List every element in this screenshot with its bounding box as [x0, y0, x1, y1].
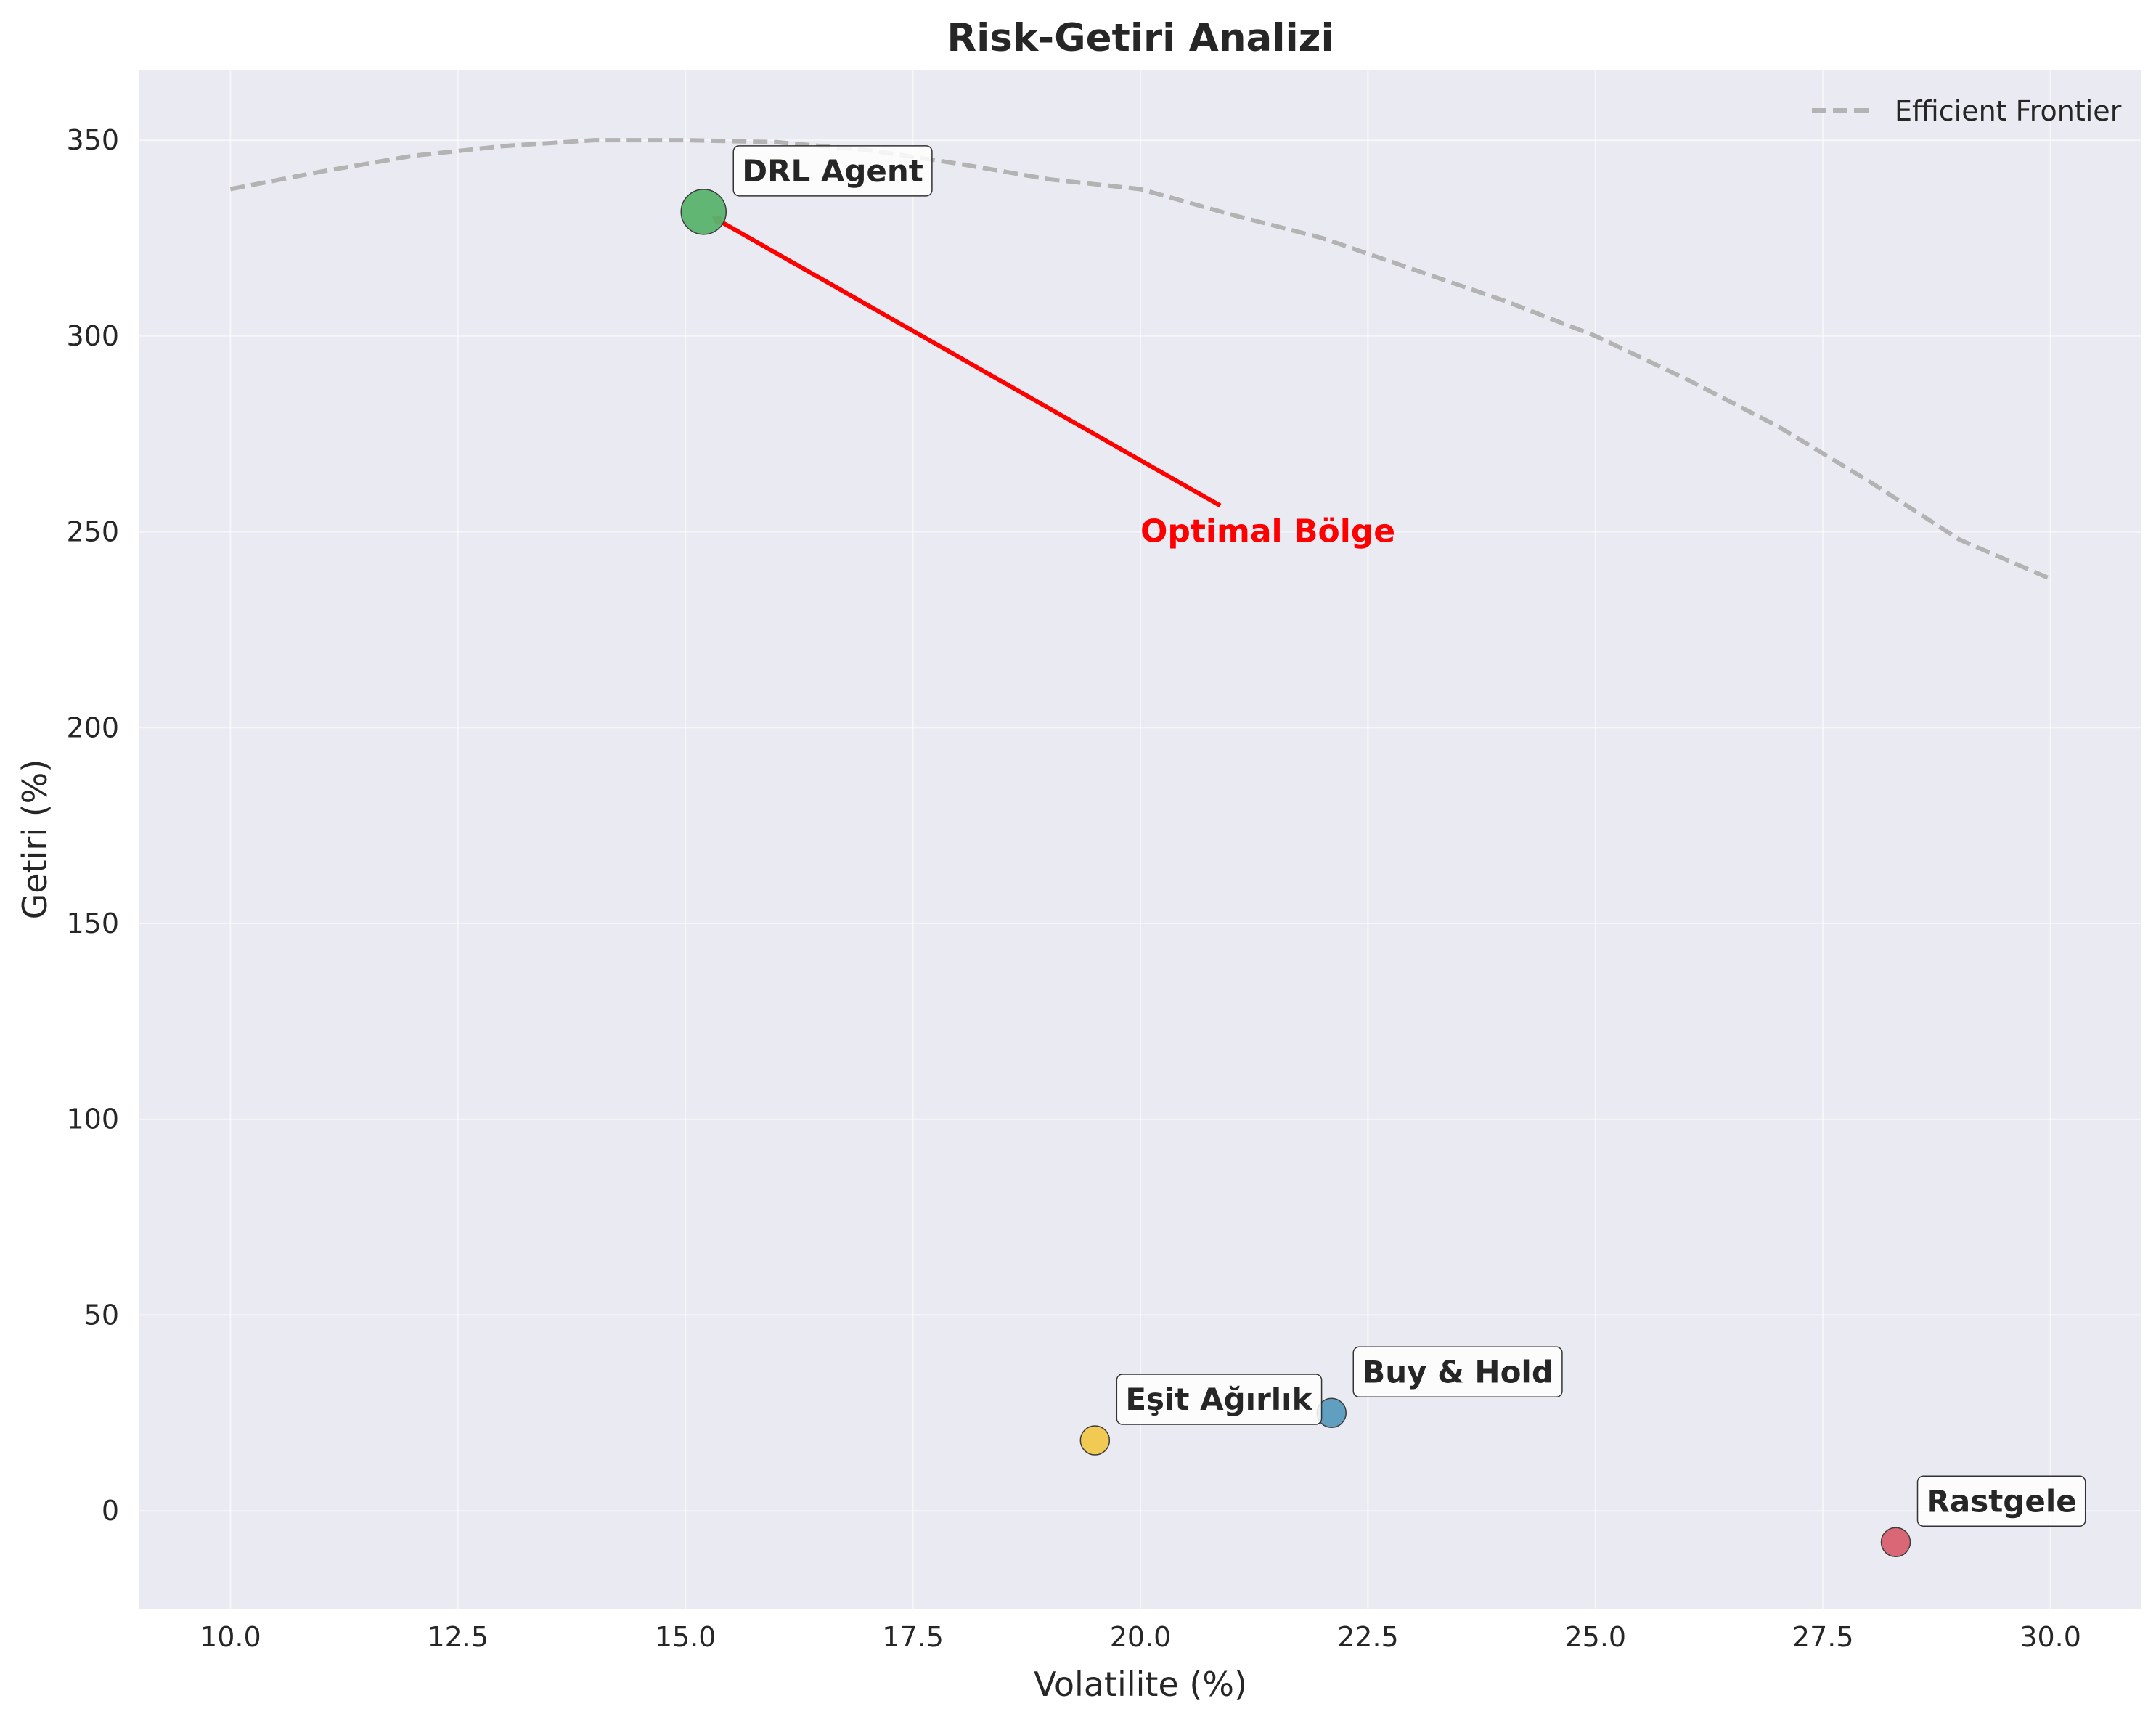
legend-label: Efficient Frontier [1895, 95, 2122, 127]
point-label: Eşit Ağırlık [1116, 1374, 1323, 1425]
y-tick-label: 250 [66, 516, 119, 548]
legend: Efficient Frontier [1812, 95, 2122, 127]
ticks-layer: 10.0 12.5 15.0 17.5 20.0 22.5 25.0 27.5 30.0 0 50 1… [66, 124, 2081, 1653]
y-tick-label: 100 [66, 1103, 119, 1135]
x-tick-label: 27.5 [1792, 1621, 1854, 1653]
x-tick-label: 17.5 [882, 1621, 944, 1653]
y-tick-label: 200 [66, 711, 119, 743]
x-axis-label: Volatilite (%) [1034, 1665, 1247, 1704]
annotation-arrow [714, 218, 1222, 508]
point-label-text: DRL Agent [742, 153, 923, 189]
x-tick-label: 22.5 [1337, 1621, 1399, 1653]
y-tick-label: 300 [66, 320, 119, 352]
chart-title: Risk-Getiri Analizi [947, 16, 1334, 60]
grid [139, 70, 2141, 1609]
x-tick-label: 15.0 [655, 1621, 716, 1653]
annotation-text: Optimal Bölge [1140, 513, 1395, 550]
x-tick-label: 20.0 [1110, 1621, 1172, 1653]
annotation-layer: Optimal Bölge [714, 218, 1395, 550]
data-point [680, 189, 727, 235]
data-point [1079, 1425, 1111, 1456]
point-label-text: Buy & Hold [1362, 1354, 1553, 1390]
point-label-text: Eşit Ağırlık [1125, 1382, 1312, 1417]
x-tick-label: 12.5 [427, 1621, 489, 1653]
y-axis-label: Getiri (%) [15, 759, 54, 920]
point-labels-layer: DRL Agent Buy & Hold Eşit Ağırlık Rastgele [732, 145, 2086, 1527]
efficient-frontier-line [229, 138, 2051, 582]
y-tick-label: 0 [102, 1495, 119, 1527]
frontier-layer [229, 138, 2051, 582]
y-tick-label: 50 [84, 1299, 119, 1331]
data-point [1880, 1527, 1911, 1558]
point-label: Rastgele [1916, 1475, 2086, 1527]
x-tick-label: 25.0 [1565, 1621, 1627, 1653]
y-tick-label: 150 [66, 907, 119, 939]
point-label-box [1352, 1346, 1563, 1398]
point-label: Buy & Hold [1352, 1346, 1563, 1398]
points-layer [680, 189, 1911, 1558]
x-tick-label: 10.0 [200, 1621, 261, 1653]
point-label-box [732, 145, 933, 197]
point-label-box [1916, 1475, 2086, 1527]
point-label-box [1116, 1374, 1323, 1425]
x-tick-label: 30.0 [2020, 1621, 2081, 1653]
point-label: DRL Agent [732, 145, 933, 197]
point-label-text: Rastgele [1927, 1483, 2077, 1519]
y-tick-label: 350 [66, 124, 119, 156]
